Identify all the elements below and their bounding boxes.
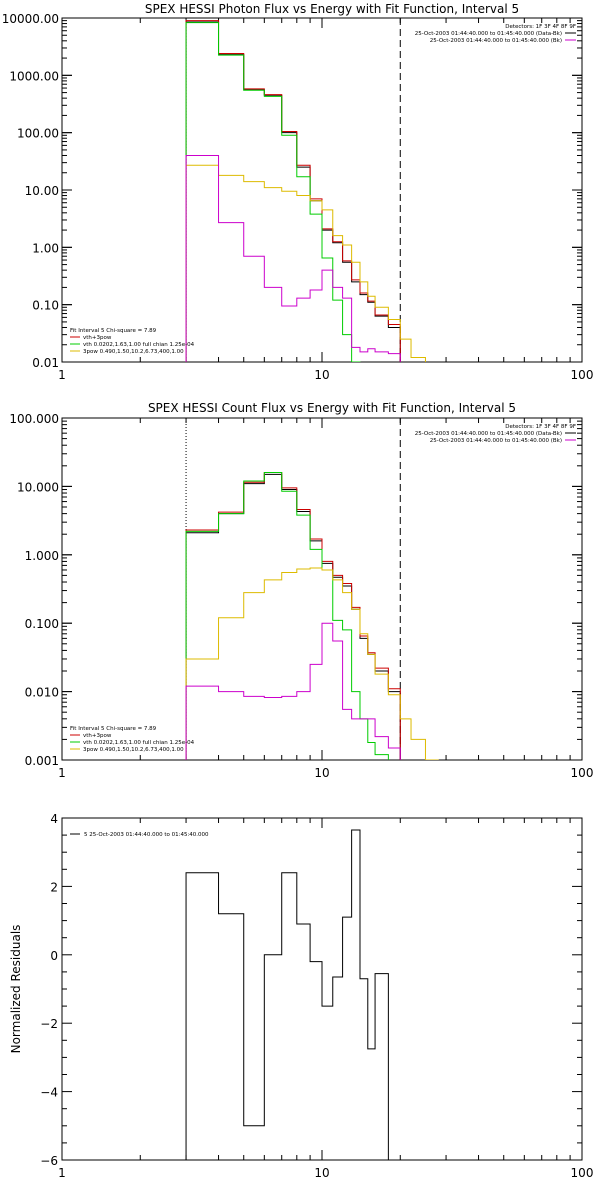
x-tick-label: 100 — [571, 766, 594, 780]
y-tick-label: 0.010 — [25, 686, 59, 700]
y-tick-label: 10.000 — [17, 480, 59, 494]
y-tick-label: 0.001 — [25, 754, 59, 768]
detectors-label: Detectors: 1F 3F 4F 8F 9F — [505, 24, 576, 30]
y-tick-label: 0.01 — [32, 356, 59, 370]
y-tick-label: 10000.00 — [2, 12, 59, 26]
detectors-label: Detectors: 1F 3F 4F 8F 9F — [505, 424, 576, 430]
y-tick-label: 100.000 — [9, 412, 59, 426]
y-tick-label: 10.00 — [25, 184, 59, 198]
series-3pow — [185, 567, 439, 760]
x-tick-label: 100 — [571, 368, 594, 382]
x-tick-label: 1 — [58, 1166, 66, 1180]
axes-frame — [61, 17, 583, 363]
y-tick-label: 0.10 — [32, 299, 59, 313]
fit-label: Fit Interval 5 Chi-square = 7.89 — [70, 726, 157, 732]
legend-right-entry: 25-Oct-2003 01:44:40.000 to 01:45:40.000… — [430, 438, 562, 444]
series-3pow — [185, 164, 426, 362]
legend-entry: 5 25-Oct-2003 01:44:40.000 to 01:45:40.0… — [84, 832, 209, 838]
residuals-panel: 1 10 100 4 2 0 −2 −4 −6 Normalized Residuals 5 25-… — [9, 812, 593, 1180]
y-tick-label: 0.100 — [25, 617, 59, 631]
photon-flux-panel: SPEX HESSI Photon Flux vs Energy with Fi… — [2, 2, 594, 382]
series-vth — [185, 471, 389, 760]
x-tick-label: 10 — [314, 368, 329, 382]
chart-title: SPEX HESSI Photon Flux vs Energy with Fi… — [145, 2, 519, 16]
legend-left-entry: 3pow 0.490,1.50,10.2,6.73,400,1.00 — [83, 747, 184, 753]
x-tick-label: 1 — [58, 368, 66, 382]
y-axis-label: Normalized Residuals — [9, 925, 23, 1054]
y-tick-label: 1.00 — [32, 241, 59, 255]
y-tick-label: 1.000 — [25, 549, 59, 563]
x-tick-label: 1 — [58, 766, 66, 780]
legend-left-entry: vth+3pow — [83, 733, 112, 739]
y-tick-label: 100.00 — [17, 127, 59, 141]
axes-frame — [61, 417, 583, 761]
legend-right-entry: 25-Oct-2003 01:44:40.000 to 01:45:40.000… — [430, 38, 562, 44]
series-background — [185, 154, 401, 362]
y-tick-label: 0 — [50, 949, 58, 963]
series-vth+3pow — [185, 20, 401, 362]
legend-right-entry: 25-Oct-2003 01:44:40.000 to 01:45:40.000… — [415, 431, 562, 437]
y-tick-label: −2 — [40, 1017, 58, 1031]
legend-left-entry: vth 0.0202,1.63,1.00 full chian 1.25e-04 — [83, 740, 195, 746]
y-tick-label: 1000.00 — [9, 69, 59, 83]
chart-title: SPEX HESSI Count Flux vs Energy with Fit… — [148, 401, 516, 415]
y-tick-label: 4 — [50, 812, 58, 826]
legend-right-entry: 25-Oct-2003 01:44:40.000 to 01:45:40.000… — [415, 31, 562, 37]
series-residuals — [185, 829, 389, 1160]
x-tick-label: 100 — [571, 1166, 594, 1180]
x-tick-label: 10 — [314, 1166, 329, 1180]
y-tick-label: −4 — [40, 1086, 58, 1100]
fit-label: Fit Interval 5 Chi-square = 7.89 — [70, 328, 157, 334]
legend-left-entry: vth+3pow — [83, 335, 112, 341]
series-vth — [185, 22, 361, 362]
series-background — [185, 622, 401, 760]
x-tick-label: 10 — [314, 766, 329, 780]
legend-left-entry: 3pow 0.490,1.50,10.2,6.73,400,1.00 — [83, 349, 184, 355]
y-tick-label: 2 — [50, 880, 58, 894]
y-tick-label: −6 — [40, 1154, 58, 1168]
count-flux-panel: SPEX HESSI Count Flux vs Energy with Fit… — [9, 401, 593, 780]
legend-left-entry: vth 0.0202,1.63,1.00 full chian 1.25e-04 — [83, 342, 195, 348]
series-vth+3pow — [185, 471, 401, 760]
